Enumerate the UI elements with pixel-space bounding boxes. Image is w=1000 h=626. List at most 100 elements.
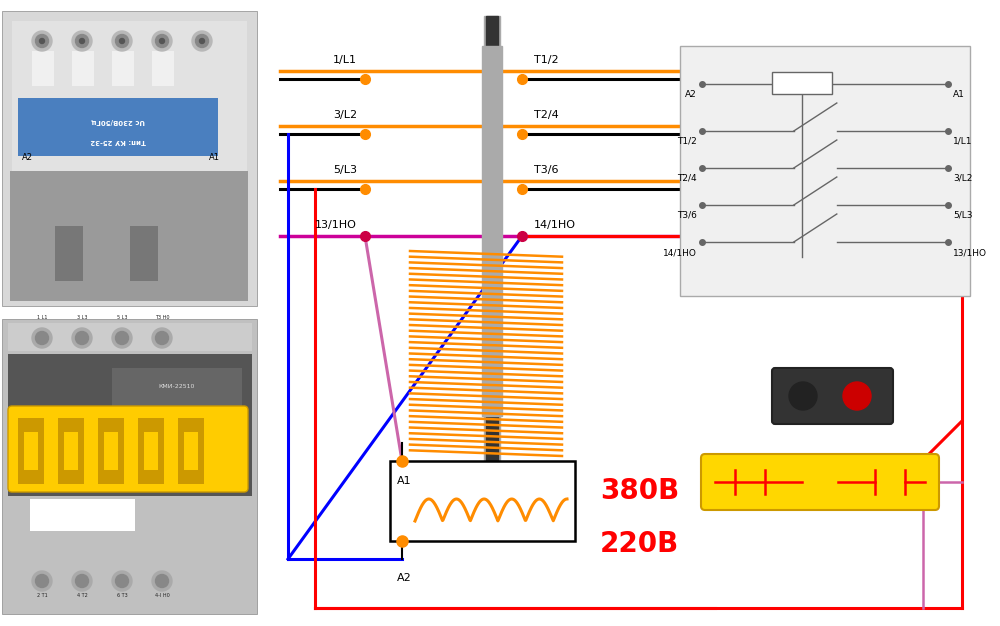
Text: T3/6: T3/6 — [534, 165, 558, 175]
Text: T2/4: T2/4 — [534, 110, 559, 120]
Circle shape — [192, 31, 212, 51]
Circle shape — [72, 31, 92, 51]
Text: Тип: КУ 25-32: Тип: КУ 25-32 — [90, 138, 146, 144]
Circle shape — [152, 571, 172, 591]
FancyBboxPatch shape — [12, 21, 247, 171]
FancyBboxPatch shape — [130, 226, 158, 281]
Circle shape — [72, 571, 92, 591]
Text: A1: A1 — [209, 153, 220, 163]
FancyBboxPatch shape — [64, 432, 78, 470]
Circle shape — [112, 31, 132, 51]
Circle shape — [116, 34, 128, 48]
FancyBboxPatch shape — [112, 368, 242, 406]
Bar — [482, 46, 502, 416]
Circle shape — [76, 34, 88, 48]
Text: A2: A2 — [685, 90, 697, 99]
Text: 13/1HO: 13/1HO — [315, 220, 357, 230]
Text: 3 L3: 3 L3 — [77, 315, 87, 320]
Text: 6 T3: 6 T3 — [117, 593, 127, 598]
Text: 14/1HO: 14/1HO — [663, 248, 697, 257]
FancyBboxPatch shape — [24, 432, 38, 470]
Text: 1 L1: 1 L1 — [37, 315, 47, 320]
Circle shape — [112, 328, 132, 348]
FancyBboxPatch shape — [772, 368, 893, 424]
Text: 220В: 220В — [600, 530, 679, 558]
Circle shape — [32, 571, 52, 591]
Text: 5 L3: 5 L3 — [117, 315, 127, 320]
FancyBboxPatch shape — [72, 51, 94, 86]
Bar — [680, 46, 970, 296]
FancyBboxPatch shape — [18, 98, 218, 156]
FancyBboxPatch shape — [2, 11, 257, 306]
FancyBboxPatch shape — [178, 418, 204, 484]
Circle shape — [116, 332, 128, 344]
Text: T2/4: T2/4 — [677, 174, 697, 183]
Text: A1: A1 — [397, 476, 412, 486]
Text: T3 H0: T3 H0 — [155, 315, 169, 320]
FancyBboxPatch shape — [104, 432, 118, 470]
Bar — [486, 16, 498, 466]
Circle shape — [36, 332, 48, 344]
Circle shape — [843, 382, 871, 410]
Text: T1/2: T1/2 — [534, 55, 559, 65]
Circle shape — [36, 34, 48, 48]
Text: 1/L1: 1/L1 — [333, 55, 357, 65]
Text: 5/L3: 5/L3 — [333, 165, 357, 175]
Circle shape — [32, 328, 52, 348]
Text: 13/1HO: 13/1HO — [953, 248, 987, 257]
FancyBboxPatch shape — [55, 226, 83, 281]
Circle shape — [156, 332, 168, 344]
Text: 380В: 380В — [600, 477, 679, 505]
FancyBboxPatch shape — [30, 499, 135, 531]
Bar — [772, 72, 832, 94]
Text: 1/L1: 1/L1 — [953, 137, 972, 146]
FancyBboxPatch shape — [144, 432, 158, 470]
Text: КМИ-22510: КМИ-22510 — [159, 384, 195, 389]
Circle shape — [112, 571, 132, 591]
Text: T3/6: T3/6 — [677, 211, 697, 220]
FancyBboxPatch shape — [152, 51, 174, 86]
Text: 3/L2: 3/L2 — [333, 110, 357, 120]
FancyBboxPatch shape — [98, 418, 124, 484]
Circle shape — [152, 31, 172, 51]
Circle shape — [36, 575, 48, 587]
FancyBboxPatch shape — [8, 354, 252, 496]
FancyBboxPatch shape — [10, 171, 248, 301]
FancyBboxPatch shape — [32, 51, 54, 86]
FancyBboxPatch shape — [2, 319, 257, 614]
FancyBboxPatch shape — [701, 454, 939, 510]
Text: A2: A2 — [22, 153, 33, 163]
Circle shape — [40, 39, 44, 43]
Text: A2: A2 — [397, 573, 412, 583]
Circle shape — [156, 575, 168, 587]
FancyBboxPatch shape — [138, 418, 164, 484]
Circle shape — [120, 39, 124, 43]
Text: A1: A1 — [953, 90, 965, 99]
Circle shape — [76, 575, 88, 587]
FancyBboxPatch shape — [58, 418, 84, 484]
Circle shape — [76, 332, 88, 344]
FancyBboxPatch shape — [18, 418, 44, 484]
Circle shape — [200, 39, 205, 43]
Text: T1/2: T1/2 — [677, 137, 697, 146]
Text: 5/L3: 5/L3 — [953, 211, 972, 220]
Circle shape — [160, 39, 164, 43]
Text: 2 T1: 2 T1 — [37, 593, 47, 598]
Bar — [484, 16, 500, 466]
Text: Uc 230В/50Гц: Uc 230В/50Гц — [91, 118, 145, 124]
FancyBboxPatch shape — [8, 406, 248, 492]
Circle shape — [72, 328, 92, 348]
Text: 3/L2: 3/L2 — [953, 174, 972, 183]
Circle shape — [32, 31, 52, 51]
FancyBboxPatch shape — [184, 432, 198, 470]
Circle shape — [156, 34, 168, 48]
FancyBboxPatch shape — [8, 323, 252, 351]
Bar — [390, 461, 575, 541]
FancyBboxPatch shape — [112, 51, 134, 86]
Circle shape — [116, 575, 128, 587]
Text: 4 T2: 4 T2 — [77, 593, 87, 598]
Circle shape — [196, 34, 208, 48]
Circle shape — [152, 328, 172, 348]
Circle shape — [789, 382, 817, 410]
Text: 14/1HO: 14/1HO — [534, 220, 576, 230]
